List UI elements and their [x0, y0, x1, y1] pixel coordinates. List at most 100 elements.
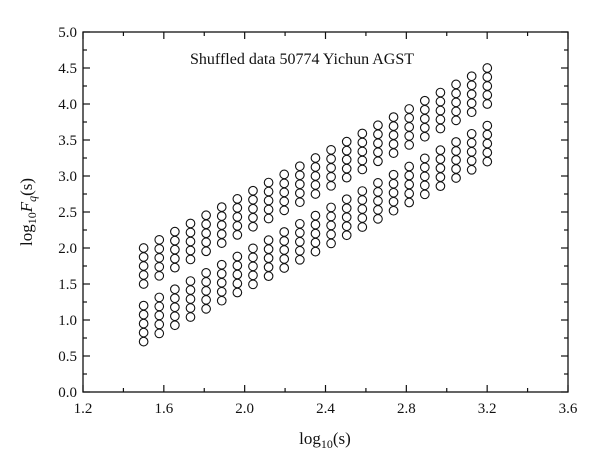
y-tick-label: 3.0: [58, 169, 77, 185]
data-point: [357, 222, 368, 232]
y-tick-label: 1.0: [58, 313, 77, 329]
data-point: [232, 251, 243, 262]
data-point: [138, 300, 149, 311]
data-point: [279, 187, 290, 198]
data-point: [138, 243, 149, 253]
data-point: [357, 164, 368, 175]
data-point: [216, 202, 227, 212]
data-point: [154, 243, 165, 254]
data-point: [279, 245, 290, 255]
y-tick-label: 2.5: [58, 205, 77, 221]
data-point: [138, 252, 149, 262]
chart-title: Shuffled data 50774 Yichun AGST: [190, 51, 414, 68]
data-point: [466, 137, 477, 148]
data-point: [388, 121, 399, 131]
data-point: [201, 219, 211, 230]
data-point: [294, 236, 305, 247]
data-point: [248, 194, 258, 205]
data-point: [310, 162, 321, 172]
data-point: [357, 155, 368, 166]
data-point: [482, 156, 493, 167]
data-point: [373, 178, 383, 188]
data-point: [326, 144, 336, 155]
data-point: [185, 294, 196, 304]
y-tick-label: 4.0: [58, 97, 77, 113]
data-point: [279, 236, 290, 246]
data-point: [373, 147, 383, 158]
data-point: [404, 197, 415, 208]
data-point: [294, 179, 305, 190]
data-point: [482, 72, 493, 82]
data-point: [466, 98, 477, 109]
data-point: [201, 286, 211, 296]
data-point: [201, 268, 211, 278]
data-point: [170, 244, 180, 255]
data-point: [138, 279, 149, 289]
y-axis-title: log10Fq(s): [17, 178, 39, 246]
data-point: [451, 88, 461, 99]
data-point: [326, 229, 336, 240]
data-point: [263, 262, 274, 273]
data-point: [185, 236, 196, 247]
data-point: [185, 254, 196, 265]
data-point: [404, 170, 415, 181]
data-point: [263, 244, 274, 254]
data-point: [419, 162, 430, 173]
data-point: [310, 189, 321, 199]
data-point: [419, 189, 430, 200]
data-point: [435, 123, 446, 134]
data-point: [154, 261, 165, 272]
data-point: [263, 195, 274, 206]
data-point: [404, 122, 415, 132]
data-point: [201, 277, 211, 287]
data-point: [482, 120, 493, 131]
data-point: [138, 309, 149, 320]
data-point: [232, 203, 243, 213]
data-point: [310, 246, 321, 257]
data-point: [404, 104, 415, 114]
data-point: [201, 237, 211, 248]
data-points: [138, 63, 493, 347]
data-point: [138, 270, 149, 280]
data-point: [435, 96, 446, 107]
data-point: [294, 245, 305, 256]
data-point: [419, 131, 430, 142]
data-point: [185, 245, 196, 256]
data-point: [310, 228, 321, 239]
y-tick-label: 5.0: [58, 25, 77, 41]
data-point: [388, 112, 399, 122]
data-point: [357, 137, 368, 148]
data-point: [341, 230, 352, 241]
data-point: [341, 194, 352, 205]
data-point: [435, 172, 446, 182]
data-point: [154, 252, 165, 263]
data-point: [248, 252, 258, 263]
data-point: [451, 164, 461, 174]
data-point: [138, 318, 149, 329]
data-point: [138, 336, 149, 347]
data-point: [279, 205, 290, 216]
data-point: [185, 312, 196, 322]
data-point: [388, 196, 399, 207]
data-point: [451, 173, 461, 183]
x-tick-label: 2.4: [316, 401, 335, 417]
data-point: [232, 230, 243, 240]
data-point: [170, 284, 180, 295]
data-point: [419, 180, 430, 191]
data-point: [154, 234, 165, 245]
data-point: [388, 205, 399, 216]
data-point: [466, 128, 477, 139]
data-point: [216, 268, 227, 279]
data-point: [263, 204, 274, 215]
data-point: [294, 254, 305, 265]
data-point: [248, 221, 258, 232]
data-point: [326, 162, 336, 173]
data-point: [388, 178, 399, 189]
data-point: [466, 146, 477, 157]
data-point: [482, 81, 493, 91]
data-point: [451, 106, 461, 117]
data-point: [216, 277, 227, 288]
data-point: [388, 169, 399, 180]
data-point: [466, 155, 477, 166]
axis-ticks: 1.2 1.6 2.0 2.4 2.8 3.2 3.6 0.0 0.5 1.0 1.5 2.0 2.5 3…: [58, 25, 578, 417]
